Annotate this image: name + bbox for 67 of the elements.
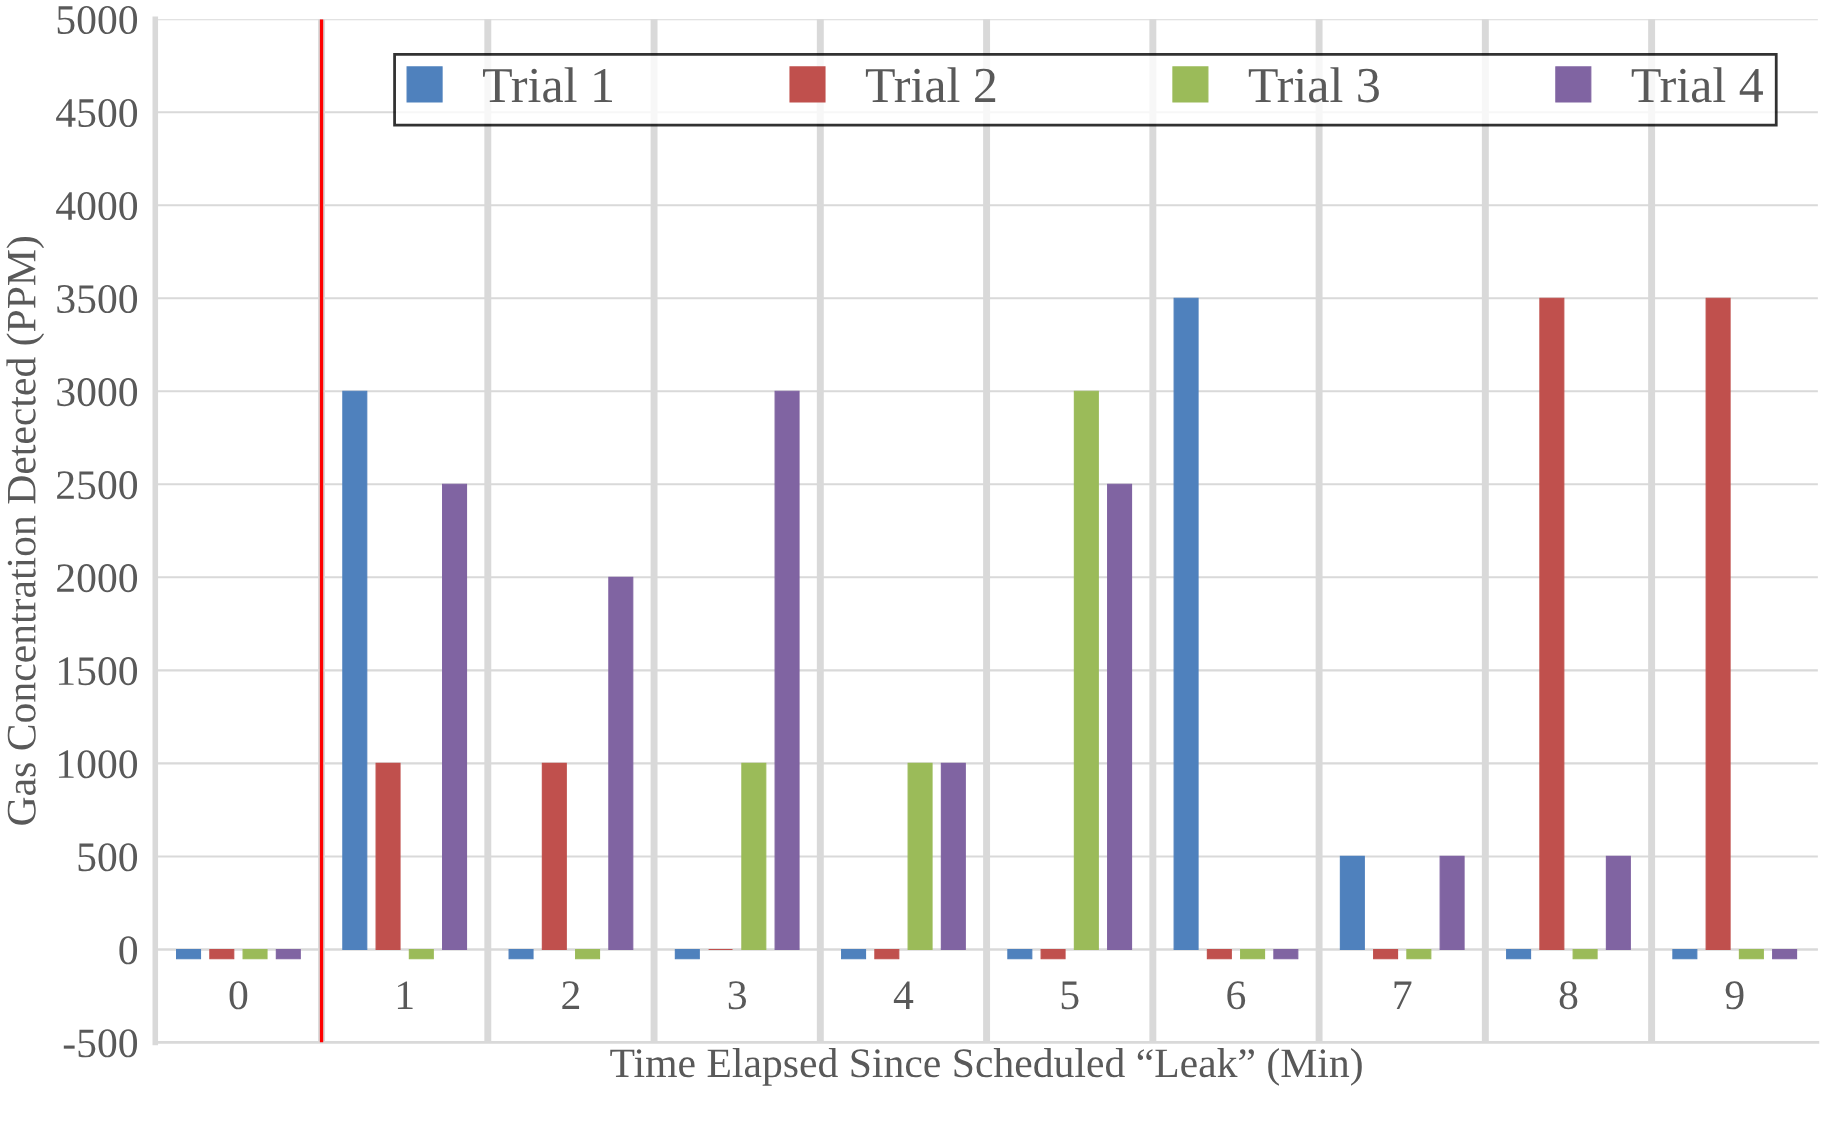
y-tick-label: 3000 xyxy=(57,378,138,407)
bar xyxy=(442,483,468,951)
bar xyxy=(1506,948,1532,960)
bar xyxy=(874,948,900,960)
x-tick-label: 6 xyxy=(1227,981,1246,1010)
y-tick-label: 2000 xyxy=(57,564,138,593)
bar xyxy=(176,948,202,960)
bar xyxy=(1539,297,1565,951)
x-axis-title: Time Elapsed Since Scheduled “Leak” (Min) xyxy=(610,1048,1362,1086)
bar xyxy=(1240,948,1266,960)
y-tick-label: 4000 xyxy=(56,191,138,221)
x-tick-label: 2 xyxy=(562,981,580,1009)
legend-label: Trial 2 xyxy=(865,67,996,103)
legend-label: Trial 3 xyxy=(1248,67,1379,103)
bar xyxy=(375,762,401,951)
bar xyxy=(1173,297,1199,951)
x-tick-label: 9 xyxy=(1725,981,1744,1010)
bar xyxy=(741,762,767,951)
bar xyxy=(1705,297,1731,951)
bar xyxy=(841,948,867,960)
y-tick-label: 0 xyxy=(119,936,138,965)
x-tick-label: 7 xyxy=(1394,981,1412,1009)
bar xyxy=(1738,948,1764,960)
y-tick-label: 4500 xyxy=(56,98,138,128)
bar xyxy=(1206,948,1232,960)
y-tick-label: 2500 xyxy=(57,471,138,500)
bar xyxy=(1373,948,1399,960)
y-tick-label: 500 xyxy=(78,843,138,872)
y-tick-label: 3500 xyxy=(57,284,138,314)
bar xyxy=(1040,948,1066,960)
y-tick-label: -500 xyxy=(63,1029,138,1058)
bar xyxy=(1107,483,1133,951)
bar xyxy=(1605,855,1631,951)
x-tick-label: 0 xyxy=(229,981,248,1010)
bar xyxy=(1439,855,1465,951)
bar xyxy=(1273,948,1299,960)
y-axis-title: Gas Concentration Detected (PPM) xyxy=(6,237,45,825)
bar xyxy=(575,948,601,960)
y-tick-label: 5000 xyxy=(57,5,138,35)
x-tick-label: 5 xyxy=(1061,981,1079,1010)
bar xyxy=(342,390,368,951)
bar xyxy=(1007,948,1033,960)
x-tick-label: 4 xyxy=(893,981,914,1009)
bar xyxy=(1672,948,1698,960)
legend-label: Trial 1 xyxy=(482,67,612,103)
bar xyxy=(1406,948,1432,960)
bar xyxy=(940,762,966,951)
bar xyxy=(508,948,534,960)
bar xyxy=(408,948,434,960)
bar xyxy=(774,390,800,951)
y-tick-label: 1000 xyxy=(58,750,138,779)
bar xyxy=(1073,390,1099,951)
bar xyxy=(1772,948,1798,960)
bar xyxy=(608,576,634,951)
x-tick-label: 3 xyxy=(728,981,746,1010)
bar xyxy=(209,948,235,960)
bar xyxy=(907,762,933,951)
bar xyxy=(275,948,301,960)
legend-label: Trial 4 xyxy=(1631,67,1763,103)
y-tick-label: 1500 xyxy=(58,657,138,686)
bar xyxy=(1572,948,1598,960)
x-tick-label: 1 xyxy=(397,981,413,1009)
bar xyxy=(1339,855,1365,951)
bar xyxy=(541,762,567,951)
x-tick-label: 8 xyxy=(1559,981,1578,1010)
bar xyxy=(674,948,700,960)
bar xyxy=(242,948,268,960)
